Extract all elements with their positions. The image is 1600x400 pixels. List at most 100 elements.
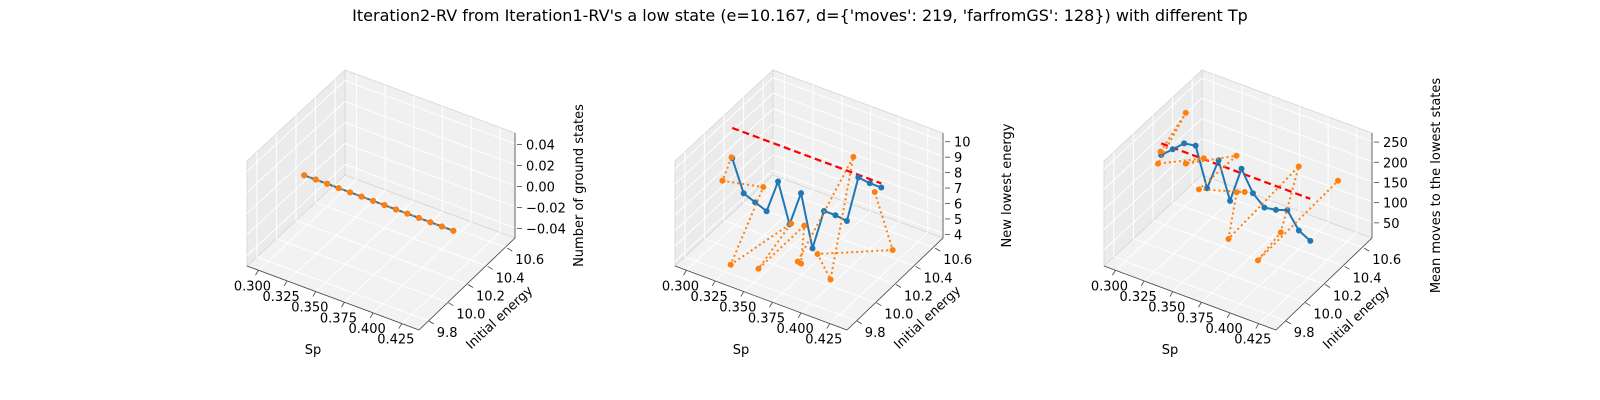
series-2-point: [438, 223, 445, 230]
series-2-point: [788, 220, 795, 227]
grid-line: [1103, 77, 1203, 170]
series-2-point: [1155, 160, 1161, 167]
y-tick-label: 10.4: [924, 271, 953, 286]
grid-line: [674, 154, 774, 247]
x-tick-label: 0.325: [1120, 290, 1157, 305]
series-2-point: [1335, 177, 1342, 184]
y-tick-label: 10.0: [884, 308, 913, 323]
y-tick-label: 10.6: [515, 253, 544, 268]
grid-line: [1152, 220, 1326, 285]
series-2-point: [1182, 160, 1189, 167]
z-tick-label: 8: [954, 167, 962, 182]
grid-line: [772, 77, 946, 143]
x-tick-label: 0.425: [805, 333, 842, 348]
grid-line: [1172, 201, 1345, 267]
series-2-point: [392, 206, 399, 213]
z-tick-label: 7: [954, 182, 962, 197]
x-tick-label: 0.400: [349, 322, 386, 337]
x-tick: [711, 280, 716, 287]
series-2-point: [404, 210, 411, 217]
z-tick-label: −0.02: [526, 202, 566, 217]
series-2-point: [1157, 148, 1164, 155]
grid-line: [295, 220, 469, 285]
reference-line: [1160, 142, 1311, 200]
z-tick-label: 9: [954, 151, 962, 166]
grid-line: [1201, 77, 1375, 143]
z-tick-label: 0.00: [526, 181, 555, 196]
y-tick-label: 10.4: [1353, 271, 1382, 286]
series-1-point: [1215, 157, 1222, 164]
y-tick-label: 10.0: [1313, 308, 1342, 323]
x-tick-label: 0.325: [691, 290, 728, 305]
grid-line: [246, 164, 346, 256]
y-tick-label: 10.2: [904, 290, 933, 305]
series-1-point: [1192, 142, 1199, 149]
grid-line: [1201, 97, 1375, 163]
x-tick-label: 0.425: [1234, 333, 1271, 348]
z-tick-label: 50: [1383, 217, 1400, 232]
x-tick-label: 0.325: [263, 290, 300, 305]
x-tick: [1226, 312, 1231, 319]
series-1-point: [775, 178, 782, 185]
grid-line: [704, 238, 877, 304]
z-tick-label: 6: [954, 197, 962, 212]
x-tick: [826, 323, 831, 329]
series-2-point: [1254, 257, 1261, 264]
series-2-point: [324, 180, 331, 187]
series-2-point: [794, 258, 801, 265]
x-axis-line: [1103, 265, 1277, 331]
series-1-point: [1295, 227, 1302, 234]
grid-line: [674, 92, 774, 185]
x-tick-label: 0.375: [320, 311, 357, 326]
z-tick-label: 150: [1383, 176, 1408, 191]
series-2-line: [1156, 112, 1339, 262]
series-2-point: [301, 172, 308, 179]
grid-line: [1113, 256, 1286, 322]
series-1-point: [1169, 146, 1176, 153]
grid-line: [684, 256, 857, 322]
x-tick-label: 0.400: [1206, 322, 1243, 337]
series-2-point: [415, 214, 422, 221]
grid-line: [344, 122, 518, 187]
x-axis-line: [674, 265, 848, 331]
grid-line: [344, 80, 518, 145]
grid-line: [1103, 118, 1203, 210]
series-2-point: [827, 276, 834, 283]
y-tick: [934, 247, 941, 252]
x-tick: [683, 270, 687, 276]
x-tick: [1169, 291, 1174, 297]
y-tick-label: 9.8: [865, 326, 886, 341]
x-tick: [769, 302, 773, 308]
x-tick-label: 0.300: [234, 279, 271, 294]
x-tick: [398, 323, 403, 329]
x-tick-label: 0.400: [777, 322, 814, 337]
y-tick-label: 9.8: [1294, 326, 1315, 341]
grid-line: [674, 77, 774, 170]
series-2-point: [889, 247, 896, 254]
series-2-point: [727, 261, 734, 268]
x-axis-label: Sp: [305, 343, 322, 358]
x-tick-label: 0.375: [1177, 311, 1214, 326]
z-tick-label: 0.04: [526, 139, 555, 154]
x-tick-label: 0.425: [377, 333, 414, 348]
series-2-point: [1295, 163, 1302, 170]
x-tick: [255, 270, 259, 276]
x-tick: [740, 291, 745, 297]
x-tick: [283, 280, 288, 287]
series-2-point: [335, 185, 342, 192]
grid-line: [772, 154, 946, 220]
series-2-point: [1182, 109, 1189, 116]
y-axis-line: [1275, 237, 1373, 331]
figure-title: Iteration2-RV from Iteration1-RV's a low…: [352, 6, 1248, 25]
series-1-point: [855, 174, 862, 181]
series-2-point: [760, 184, 767, 191]
grid-line: [344, 101, 518, 166]
series-2-point: [358, 193, 365, 200]
series-2-point: [370, 197, 377, 204]
y-axis-line: [418, 237, 516, 331]
series-1-point: [832, 212, 839, 219]
series-2-point: [1200, 155, 1207, 162]
